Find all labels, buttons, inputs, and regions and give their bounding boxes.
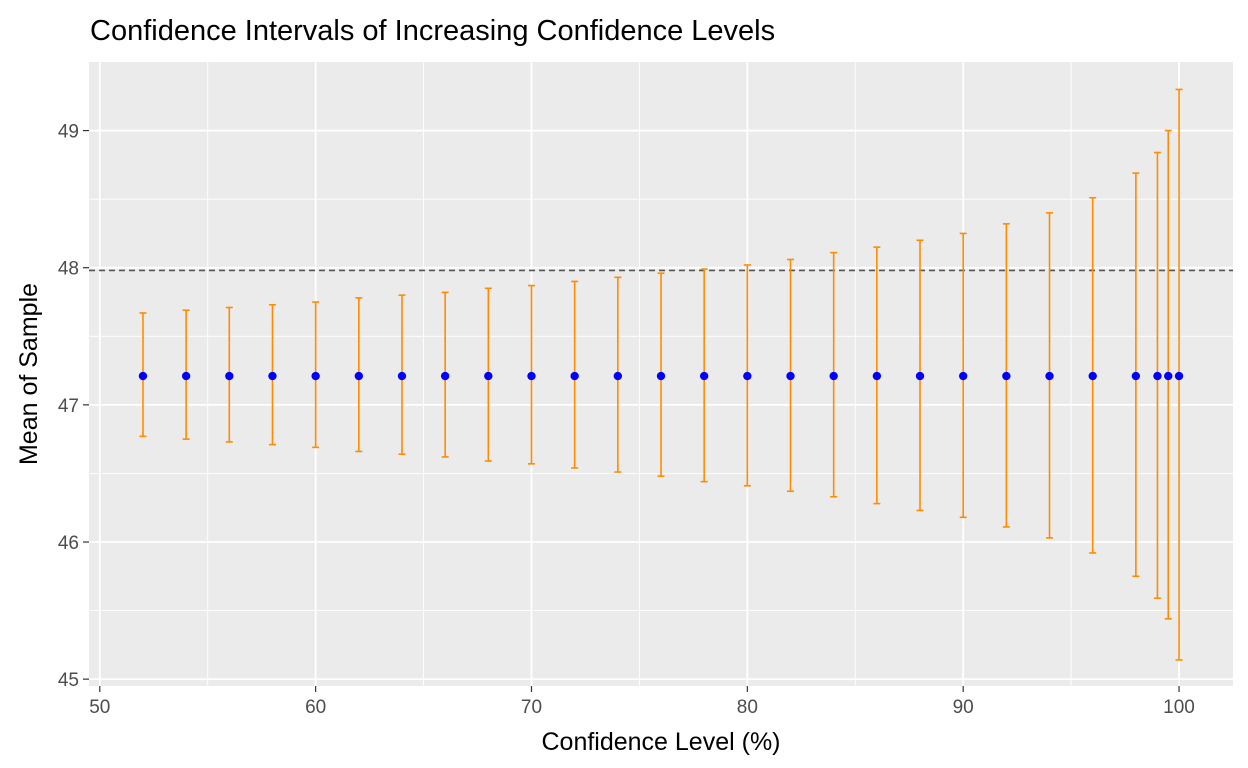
data-point (699, 371, 709, 381)
data-point (311, 371, 320, 381)
data-point (1131, 371, 1141, 381)
data-point (915, 371, 925, 381)
data-point (138, 371, 148, 381)
chart-title: Confidence Intervals of Increasing Confi… (90, 15, 775, 47)
data-point (829, 371, 838, 381)
y-tick-label: 47 (58, 396, 79, 417)
data-point (1164, 371, 1173, 381)
data-point (225, 371, 234, 381)
data-point (397, 371, 407, 381)
x-tick-label: 70 (521, 697, 542, 718)
data-point (1002, 371, 1011, 381)
x-tick-label: 50 (89, 697, 110, 718)
x-axis-title: Confidence Level (%) (541, 728, 780, 756)
data-point (1174, 371, 1184, 381)
grid-minor (89, 62, 1233, 686)
y-axis-title: Mean of Sample (15, 283, 43, 465)
data-point (354, 371, 364, 381)
x-tick-label: 90 (953, 697, 974, 718)
data-point (268, 371, 277, 381)
data-point (958, 371, 968, 381)
data-point (872, 371, 882, 381)
x-tick-label: 60 (305, 697, 326, 718)
data-point (786, 371, 795, 381)
data-point (440, 371, 450, 381)
data-point (570, 371, 579, 381)
y-axis-ticks: 45 46 47 48 49 (58, 122, 89, 691)
data-point (527, 371, 536, 381)
data-point (1045, 371, 1054, 381)
data-point (1153, 371, 1162, 381)
y-tick-label: 49 (58, 122, 79, 143)
data-point (613, 371, 623, 381)
y-tick-label: 48 (58, 259, 79, 280)
data-point (1088, 371, 1097, 381)
data-point (656, 371, 666, 381)
x-axis-ticks: 50 60 70 80 90 100 (89, 686, 1195, 718)
data-point (484, 371, 493, 381)
x-tick-label: 80 (737, 697, 758, 718)
x-tick-label: 100 (1163, 697, 1195, 718)
y-tick-label: 46 (58, 533, 79, 554)
data-point (181, 371, 191, 381)
y-tick-label: 45 (58, 670, 79, 691)
data-point (743, 371, 752, 381)
points (138, 371, 1184, 381)
